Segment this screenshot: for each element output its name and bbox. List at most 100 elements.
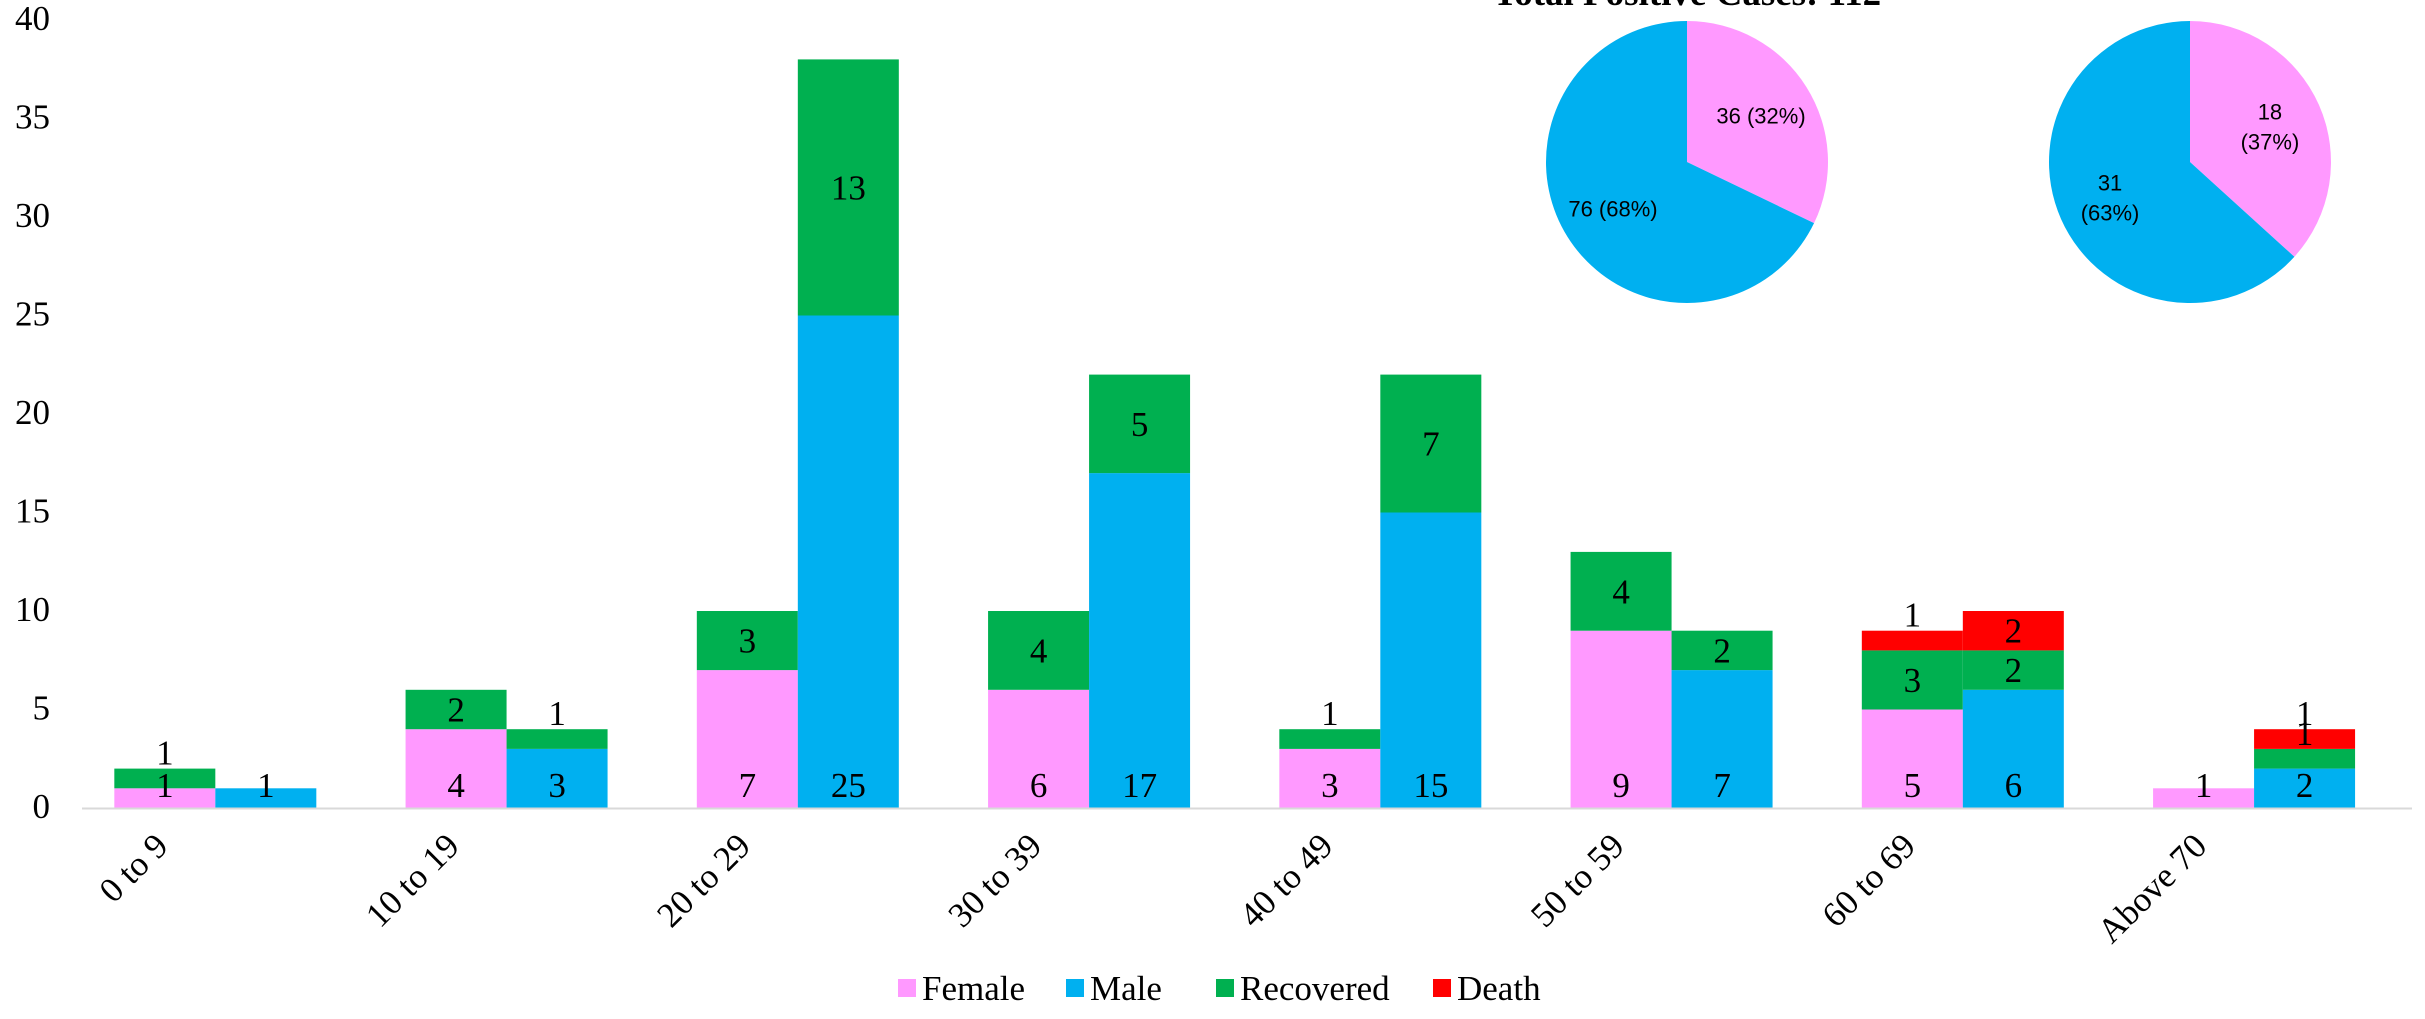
data-label-male-male: 2 bbox=[2296, 766, 2314, 805]
data-label-female-female: 4 bbox=[447, 766, 465, 805]
pie-slice-label-male: (63%) bbox=[2081, 200, 2140, 225]
bar-female-recovered-0-to-9 bbox=[114, 768, 216, 789]
bar-female-death-60-to-69 bbox=[1861, 630, 1963, 651]
category-60-to-69: 5 3 1 6 22 bbox=[1861, 596, 2064, 808]
data-label-male-death: 1 bbox=[2296, 694, 2314, 733]
bar-female-female-50-to-59 bbox=[1570, 630, 1672, 808]
bar-male-recovered-20-to-29 bbox=[797, 59, 899, 316]
data-label-female-female: 1 bbox=[2195, 766, 2213, 805]
bar-female-female-20-to-29 bbox=[696, 670, 798, 808]
data-label-male-recovered: 2 bbox=[1713, 631, 1731, 670]
data-label-male-male: 25 bbox=[831, 766, 866, 805]
bar-female-female-60-to-69 bbox=[1861, 709, 1963, 808]
bar-male-death-60-to-69 bbox=[1962, 611, 2064, 651]
legend-swatch-recovered bbox=[1216, 979, 1234, 997]
bar-male-male-60-to-69 bbox=[1962, 689, 2064, 808]
bar-female-recovered-20-to-29 bbox=[696, 611, 798, 671]
data-label-male-male: 7 bbox=[1713, 766, 1731, 805]
y-tick-label: 20 bbox=[15, 393, 50, 432]
data-label-female-death: 1 bbox=[1904, 596, 1922, 635]
legend-item-recovered: Recovered bbox=[1216, 969, 1390, 1008]
data-label-male-recovered: 7 bbox=[1422, 425, 1440, 464]
legend-label: Male bbox=[1090, 969, 1162, 1008]
y-tick-label: 30 bbox=[15, 196, 50, 235]
data-label-female-female: 9 bbox=[1612, 766, 1630, 805]
pie-slice-label-male: 31 bbox=[2098, 170, 2122, 195]
y-tick-label: 35 bbox=[15, 98, 50, 137]
legend-swatch-male bbox=[1066, 979, 1084, 997]
data-label-female-female: 1 bbox=[156, 766, 174, 805]
category-40-to-49: 3 1 15 7 bbox=[1279, 374, 1482, 808]
legend-label: Recovered bbox=[1240, 969, 1390, 1008]
legend-item-female: Female bbox=[898, 969, 1025, 1008]
pie-chart-2: 18 (37%) 31 (63%) bbox=[2049, 21, 2331, 303]
bar-female-female-40-to-49 bbox=[1279, 748, 1381, 808]
data-label-male-male: 3 bbox=[548, 766, 566, 805]
data-label-female-recovered: 2 bbox=[447, 691, 465, 730]
category-0-to-9: 111 bbox=[114, 734, 317, 808]
legend-item-male: Male bbox=[1066, 969, 1162, 1008]
legend-label: Death bbox=[1457, 969, 1541, 1008]
bar-male-male-10-to-19 bbox=[506, 748, 608, 808]
bar-female-recovered-10-to-19 bbox=[405, 689, 507, 730]
bar-male-male-30-to-39 bbox=[1089, 473, 1191, 808]
bar-male-male-40-to-49 bbox=[1380, 512, 1482, 808]
data-label-male-male: 1 bbox=[257, 766, 275, 805]
category-above-70: 1 211 bbox=[2153, 694, 2356, 808]
bar-male-male-20-to-29 bbox=[797, 315, 899, 808]
category-50-to-59: 9 4 7 2 bbox=[1570, 551, 1773, 808]
y-tick-label: 10 bbox=[15, 590, 50, 629]
pie-slice-male bbox=[2049, 21, 2295, 303]
category-30-to-39: 6 4 17 5 bbox=[988, 374, 1191, 808]
bar-male-recovered-above-70 bbox=[2254, 748, 2356, 769]
data-label-female-female: 7 bbox=[739, 766, 757, 805]
data-label-male-recovered: 1 bbox=[2296, 714, 2314, 753]
legend-swatch-female bbox=[898, 979, 916, 997]
data-label-male-recovered: 13 bbox=[831, 168, 866, 207]
bar-male-recovered-50-to-59 bbox=[1671, 630, 1773, 671]
bar-male-death-above-70 bbox=[2254, 729, 2356, 749]
data-label-male-death: 2 bbox=[2005, 612, 2023, 651]
category-10-to-19: 4 2 3 1 bbox=[405, 689, 608, 808]
bar-male-male-0-to-9 bbox=[215, 788, 317, 808]
data-label-female-female: 5 bbox=[1904, 766, 1922, 805]
bar-male-recovered-60-to-69 bbox=[1962, 650, 2064, 690]
y-axis: 0 5 10 15 20 25 30 35 40 bbox=[15, 0, 50, 826]
data-label-female-female: 3 bbox=[1321, 766, 1339, 805]
pie-slice-male bbox=[1546, 21, 1815, 303]
data-label-female-female: 6 bbox=[1030, 766, 1048, 805]
category-20-to-29: 7 3 25 13 bbox=[696, 59, 899, 808]
data-label-female-recovered: 1 bbox=[156, 734, 174, 773]
pie-slice-label-male: 76 (68%) bbox=[1568, 197, 1657, 222]
data-label-male-recovered: 2 bbox=[2005, 651, 2023, 690]
y-tick-label: 5 bbox=[33, 689, 51, 728]
pie-slice-female bbox=[2190, 21, 2331, 257]
data-label-male-male: 6 bbox=[2005, 766, 2023, 805]
bar-female-female-above-70 bbox=[2153, 788, 2255, 808]
data-label-male-recovered: 1 bbox=[548, 694, 566, 733]
bar-male-recovered-40-to-49 bbox=[1380, 374, 1482, 513]
bar-male-recovered-30-to-39 bbox=[1089, 374, 1191, 474]
pie-title: Total Positive Cases: 112 bbox=[1493, 0, 1881, 14]
y-tick-label: 15 bbox=[15, 492, 50, 531]
y-tick-label: 40 bbox=[15, 0, 50, 38]
bar-female-female-10-to-19 bbox=[405, 729, 507, 808]
y-tick-label: 0 bbox=[33, 787, 51, 826]
pie-slice-label-female: 18 bbox=[2258, 100, 2282, 125]
bar-female-recovered-40-to-49 bbox=[1279, 729, 1381, 749]
bar-male-male-50-to-59 bbox=[1671, 670, 1773, 808]
legend-swatch-death bbox=[1433, 979, 1451, 997]
pie-slice-label-female: (37%) bbox=[2241, 130, 2300, 155]
pie-charts: Total Positive Cases: 112 36 (32%) 76 (68%… bbox=[1493, 0, 2331, 303]
data-label-male-male: 15 bbox=[1413, 766, 1448, 805]
data-label-male-male: 17 bbox=[1122, 766, 1157, 805]
data-label-female-recovered: 4 bbox=[1612, 572, 1630, 611]
bar-female-recovered-30-to-39 bbox=[988, 611, 1090, 690]
pie-slice-label-female: 36 (32%) bbox=[1716, 103, 1805, 128]
pie-slice-female bbox=[1687, 21, 1828, 224]
pie-chart-1: Total Positive Cases: 112 36 (32%) 76 (68%… bbox=[1493, 0, 1881, 303]
bar-female-recovered-50-to-59 bbox=[1570, 551, 1672, 631]
data-label-female-recovered: 3 bbox=[1904, 661, 1922, 700]
